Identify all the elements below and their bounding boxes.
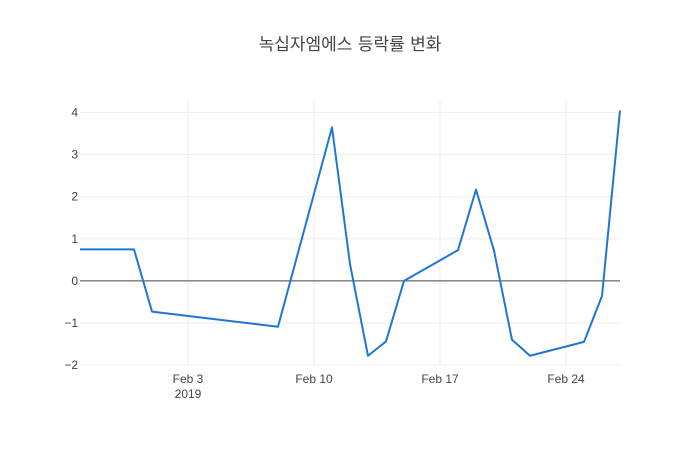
- y-tick-label: −1: [64, 316, 78, 330]
- y-tick-label: 2: [71, 190, 78, 204]
- x-tick-label: Feb 10: [295, 372, 333, 386]
- series-layer: [80, 110, 621, 357]
- y-tick-label: 0: [71, 274, 78, 288]
- y-tick-label: 3: [71, 148, 78, 162]
- x-tick-label: Feb 17: [421, 372, 459, 386]
- y-tick-label: −2: [64, 358, 78, 372]
- x-tick-sublabel: 2019: [175, 387, 202, 401]
- chart-title: 녹십자엠에스 등락률 변화: [259, 35, 442, 55]
- x-tick-label: Feb 3: [173, 372, 204, 386]
- y-tick-label: 4: [71, 106, 78, 120]
- y-tick-label: 1: [71, 232, 78, 246]
- x-tick-label: Feb 24: [547, 372, 585, 386]
- series-line: [80, 110, 621, 357]
- grid-layer: [80, 100, 620, 366]
